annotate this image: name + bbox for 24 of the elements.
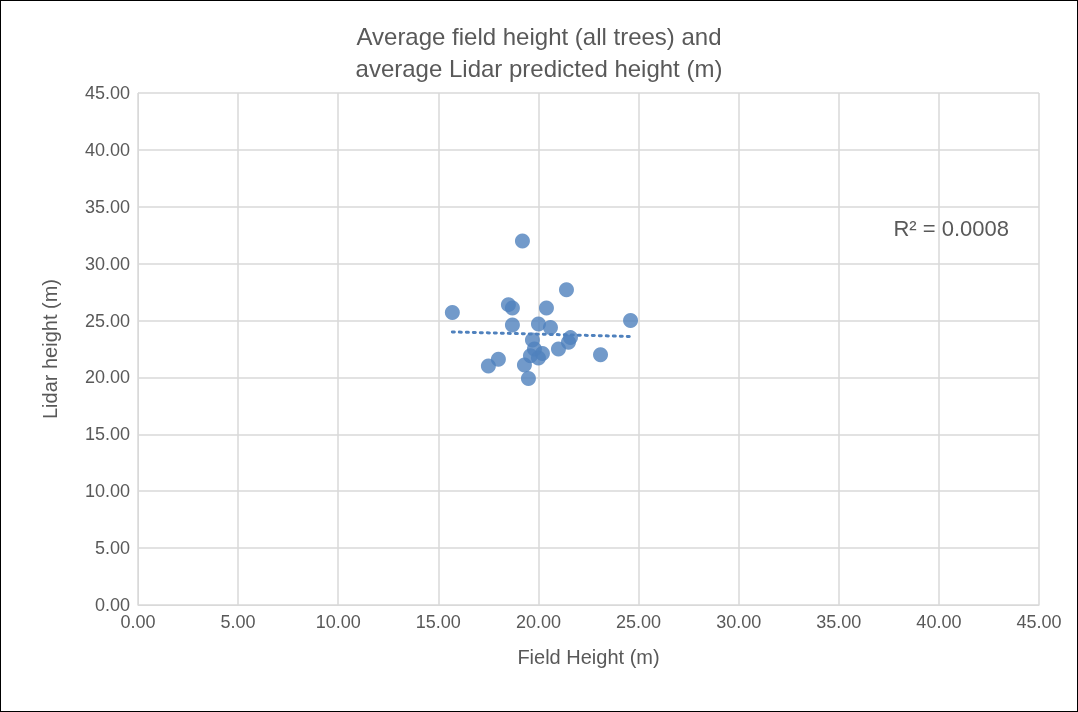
x-tick-label: 30.00 [716,612,762,632]
y-tick-label: 30.00 [84,253,130,274]
y-tick-label: 10.00 [84,481,130,502]
x-tick-label: 10.00 [315,612,361,632]
y-tick-label: 35.00 [84,196,130,217]
y-tick-label: 0.00 [94,595,130,615]
x-tick-label: 0.00 [120,612,156,632]
annotation: R² = 0.0008 [893,215,1009,241]
y-tick-label: 25.00 [84,310,130,331]
x-tick-label: 25.00 [616,612,662,632]
chart-title: Average field height (all trees) and average Lidar predicted height (m) [355,22,723,82]
x-tick-label: 20.00 [515,612,561,632]
y-tick-label: 20.00 [84,367,130,388]
x-tick-label: 15.00 [415,612,461,632]
x-axis-title: Field Height (m) [517,646,660,668]
y-tick-label: 5.00 [94,538,130,559]
y-axis-title: Lidar height (m) [39,278,61,420]
x-tick-label: 45.00 [1016,612,1062,632]
x-tick-label: 40.00 [916,612,962,632]
y-tick-label: 45.00 [84,83,130,103]
x-tick-label: 5.00 [220,612,256,632]
y-tick-label: 15.00 [84,424,130,445]
y-tick-label: 40.00 [84,139,130,160]
x-tick-label: 35.00 [816,612,862,632]
